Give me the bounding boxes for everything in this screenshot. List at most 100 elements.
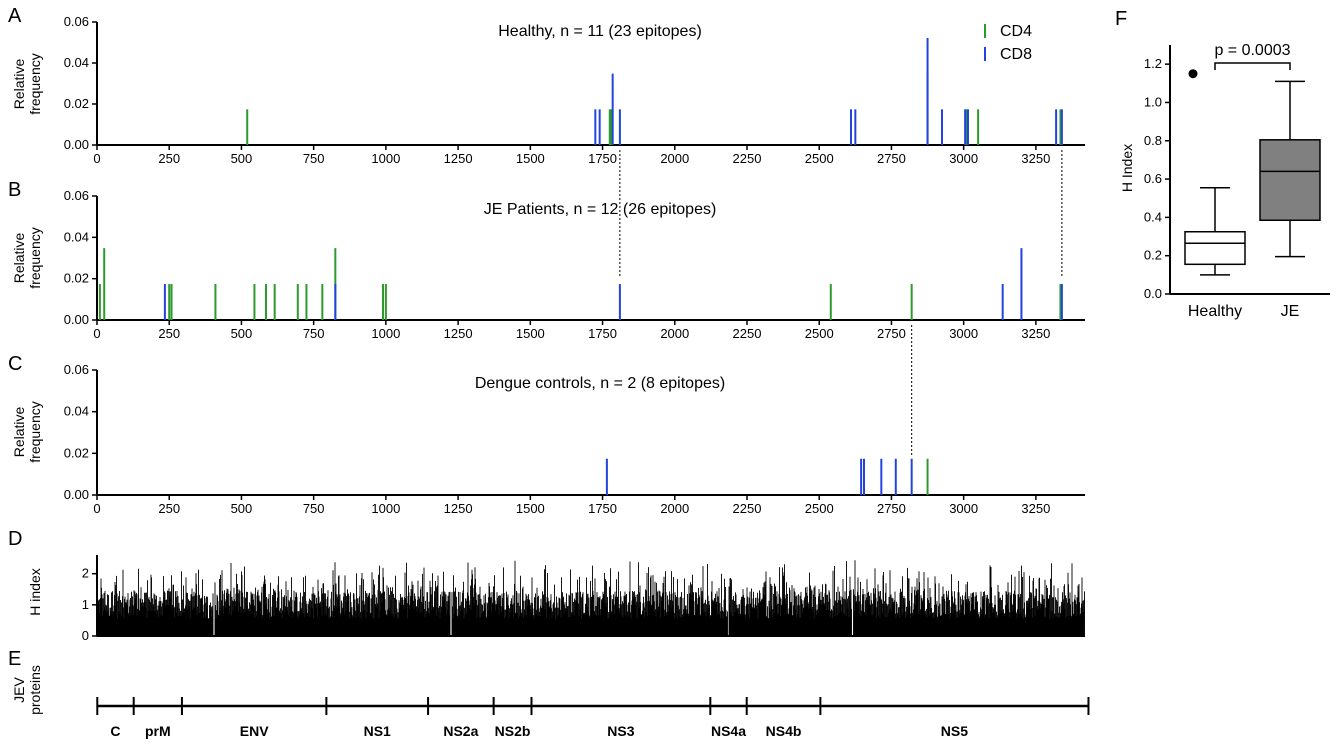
- panel-a-ylabel-line2: frequency: [27, 53, 43, 114]
- protein-label-env: ENV: [240, 723, 269, 739]
- panel-b-xtick-label: 2000: [660, 326, 689, 341]
- panel-b-xtick-label: 3000: [949, 326, 978, 341]
- box-healthy-iqr: [1184, 231, 1246, 266]
- panel-a-xtick-label: 0: [93, 151, 100, 166]
- panel-b-xtick-label: 2750: [877, 326, 906, 341]
- panel-c-xtick-label: 1500: [516, 501, 545, 516]
- panel-label-b: B: [8, 179, 21, 201]
- protein-label-ns4b: NS4b: [766, 723, 802, 739]
- panel-f-ytick-label: 1.0: [1144, 94, 1162, 109]
- panel-label-e: E: [8, 648, 21, 670]
- panel-label-a: A: [8, 5, 22, 27]
- panel-d-ytick-label: 0: [82, 628, 89, 643]
- panel-c-xtick-label: 500: [231, 501, 253, 516]
- panel-b-ylabel-line2: frequency: [27, 227, 43, 288]
- panel-c-title: Dengue controls, n = 2 (8 epitopes): [475, 375, 725, 392]
- panel-c-xtick-label: 750: [303, 501, 325, 516]
- panel-f-ytick-label: 1.2: [1144, 56, 1162, 71]
- panel-c-xtick-label: 0: [93, 501, 100, 516]
- panel-a-ytick-label: 0.04: [64, 55, 89, 70]
- panel-f-ytick-label: 0.6: [1144, 171, 1162, 186]
- panel-c-xtick-label: 1250: [444, 501, 473, 516]
- panel-a-xtick-label: 2500: [805, 151, 834, 166]
- panel-c-ytick-label: 0.06: [64, 362, 89, 377]
- panel-d-ylabel: H index: [27, 568, 43, 615]
- panel-a-xtick-label: 2000: [660, 151, 689, 166]
- panel-c-ytick-label: 0.00: [64, 487, 89, 502]
- protein-label-ns2b: NS2b: [495, 723, 531, 739]
- panel-a-ytick-label: 0.02: [64, 96, 89, 111]
- panel-a-xtick-label: 2750: [877, 151, 906, 166]
- panel-b-xtick-label: 2500: [805, 326, 834, 341]
- panel-c-xtick-label: 2500: [805, 501, 834, 516]
- panel-e-ylabel-line2: proteins: [27, 665, 43, 715]
- panel-c-xtick-label: 3000: [949, 501, 978, 516]
- panel-label-c: C: [8, 353, 22, 375]
- panel-c-xtick-label: 250: [158, 501, 180, 516]
- panel-c-xtick-label: 1750: [588, 501, 617, 516]
- panel-c-xtick-label: 3250: [1021, 501, 1050, 516]
- panel-b-ytick-label: 0.06: [64, 188, 89, 203]
- panel-b-xtick-label: 750: [303, 326, 325, 341]
- protein-label-prm: prM: [145, 723, 171, 739]
- protein-label-ns4a: NS4a: [711, 723, 746, 739]
- panel-d-ytick-label: 2: [82, 566, 89, 581]
- panel-e-ylabel-line1: JEV: [11, 677, 27, 703]
- panel-f-ytick-label: 0.2: [1144, 248, 1162, 263]
- panel-b-xtick-label: 2250: [733, 326, 762, 341]
- protein-label-ns1: NS1: [364, 723, 391, 739]
- panel-f-category-je: JE: [1281, 303, 1300, 320]
- panel-b-xtick-label: 0: [93, 326, 100, 341]
- panel-f-category-healthy: Healthy: [1188, 303, 1242, 320]
- panel-a-xtick-label: 500: [231, 151, 253, 166]
- panel-b-xtick-label: 1000: [371, 326, 400, 341]
- dotted-links: [619, 150, 1063, 455]
- panel-d-chart: H index 0 1 2: [27, 555, 1085, 643]
- panel-b-xtick-label: 250: [158, 326, 180, 341]
- panel-a-xtick-label: 1250: [444, 151, 473, 166]
- panel-b-xtick-label: 3250: [1021, 326, 1050, 341]
- panel-a-ytick-label: 0.00: [64, 137, 89, 152]
- panel-label-f: F: [1115, 8, 1127, 30]
- panel-c-chart: Dengue controls, n = 2 (8 epitopes) Rela…: [11, 362, 1085, 516]
- panel-c-ylabel-line1: Relative: [11, 407, 27, 458]
- panel-a-chart: Healthy, n = 11 (23 epitopes) Relative f…: [11, 14, 1085, 166]
- panel-b-ytick-label: 0.00: [64, 312, 89, 327]
- panel-c-ytick-label: 0.04: [64, 404, 89, 419]
- panel-b-xtick-label: 1250: [444, 326, 473, 341]
- panel-c-ytick-label: 0.02: [64, 445, 89, 460]
- panel-b-chart: JE Patients, n = 12 (26 epitopes) Relati…: [11, 188, 1085, 341]
- panel-a-xtick-label: 250: [158, 151, 180, 166]
- panel-a-xtick-label: 3250: [1021, 151, 1050, 166]
- protein-label-c: C: [110, 723, 120, 739]
- protein-label-ns3: NS3: [607, 723, 634, 739]
- panel-c-xtick-label: 2250: [733, 501, 762, 516]
- panel-a-title: Healthy, n = 11 (23 epitopes): [498, 23, 702, 40]
- panel-a-xtick-label: 2250: [733, 151, 762, 166]
- panel-b-xtick-label: 500: [231, 326, 253, 341]
- panel-c-xtick-label: 2000: [660, 501, 689, 516]
- panel-f-ytick-label: 0.8: [1144, 133, 1162, 148]
- panel-d-ytick-label: 1: [82, 597, 89, 612]
- panel-a-ylabel-line1: Relative: [11, 59, 27, 110]
- panel-f-ytick-label: 0.0: [1144, 286, 1162, 301]
- panel-b-ylabel-line1: Relative: [11, 233, 27, 284]
- panel-d-h-index-bars: [97, 560, 1085, 636]
- legend-label-cd8: CD8: [1000, 46, 1032, 63]
- panel-a-xtick-label: 1750: [588, 151, 617, 166]
- panel-a-xtick-label: 3000: [949, 151, 978, 166]
- panel-b-xtick-label: 1750: [588, 326, 617, 341]
- significance-bracket: [1214, 62, 1291, 70]
- panel-b-ytick-label: 0.04: [64, 229, 89, 244]
- panel-c-ylabel-line2: frequency: [27, 401, 43, 462]
- panel-b-ytick-label: 0.02: [64, 271, 89, 286]
- panel-a-xtick-label: 1000: [371, 151, 400, 166]
- panel-c-xtick-label: 2750: [877, 501, 906, 516]
- legend-label-cd4: CD4: [1000, 23, 1032, 40]
- significance-label: p = 0.0003: [1214, 42, 1290, 59]
- panel-c-xtick-label: 1000: [371, 501, 400, 516]
- protein-label-ns5: NS5: [941, 723, 968, 739]
